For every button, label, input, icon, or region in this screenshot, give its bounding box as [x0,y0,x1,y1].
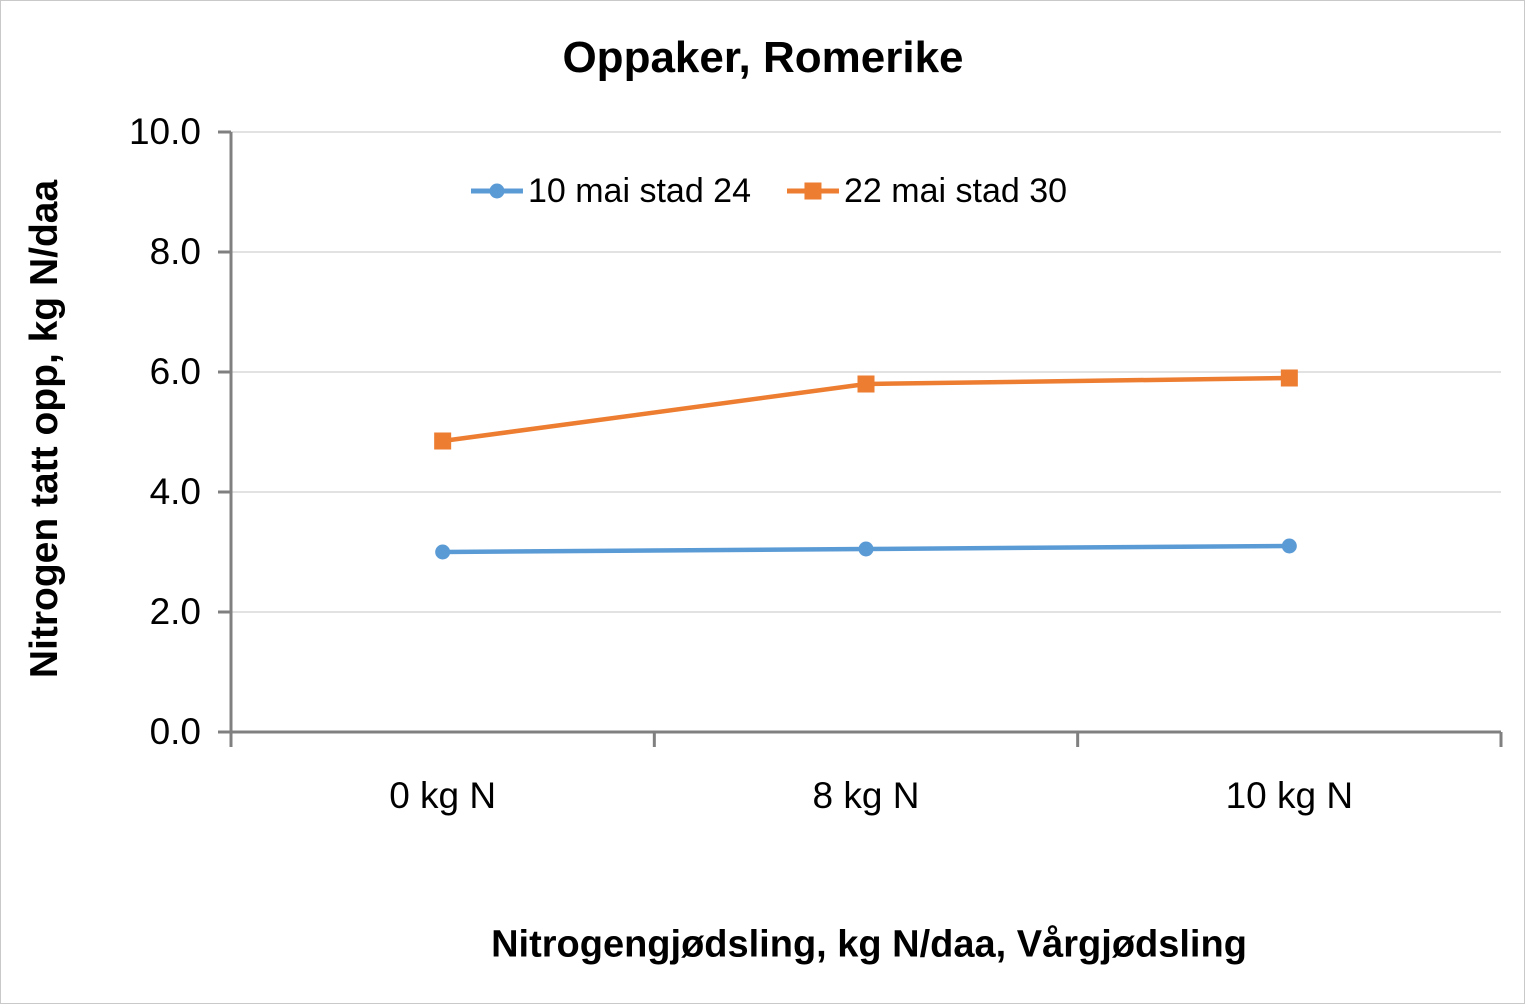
legend: 10 mai stad 24 22 mai stad 30 [470,169,1067,213]
line-circle-marker-icon [470,179,523,203]
legend-label-series-0: 10 mai stad 24 [527,172,751,210]
chart-title: Oppaker, Romerike [562,33,964,82]
line-square-marker-icon [787,179,839,203]
legend-label-series-1: 22 mai stad 30 [844,172,1068,210]
y-tick-label: 4.0 [149,471,201,512]
x-tick-label: 0 kg N [389,775,497,816]
y-tick-label: 6.0 [149,351,201,392]
legend-item-series-1: 22 mai stad 30 [787,169,1067,213]
x-tick-label: 8 kg N [812,775,920,816]
y-tick-label: 8.0 [149,231,201,272]
y-tick-label: 0.0 [149,711,201,752]
y-tick-label: 2.0 [149,591,201,632]
legend-item-series-0: 10 mai stad 24 [470,169,751,213]
x-axis-title: Nitrogengjødsling, kg N/daa, Vårgjødslin… [491,923,1247,966]
x-tick-label: 10 kg N [1225,775,1354,816]
y-tick-label: 10.0 [128,111,201,152]
